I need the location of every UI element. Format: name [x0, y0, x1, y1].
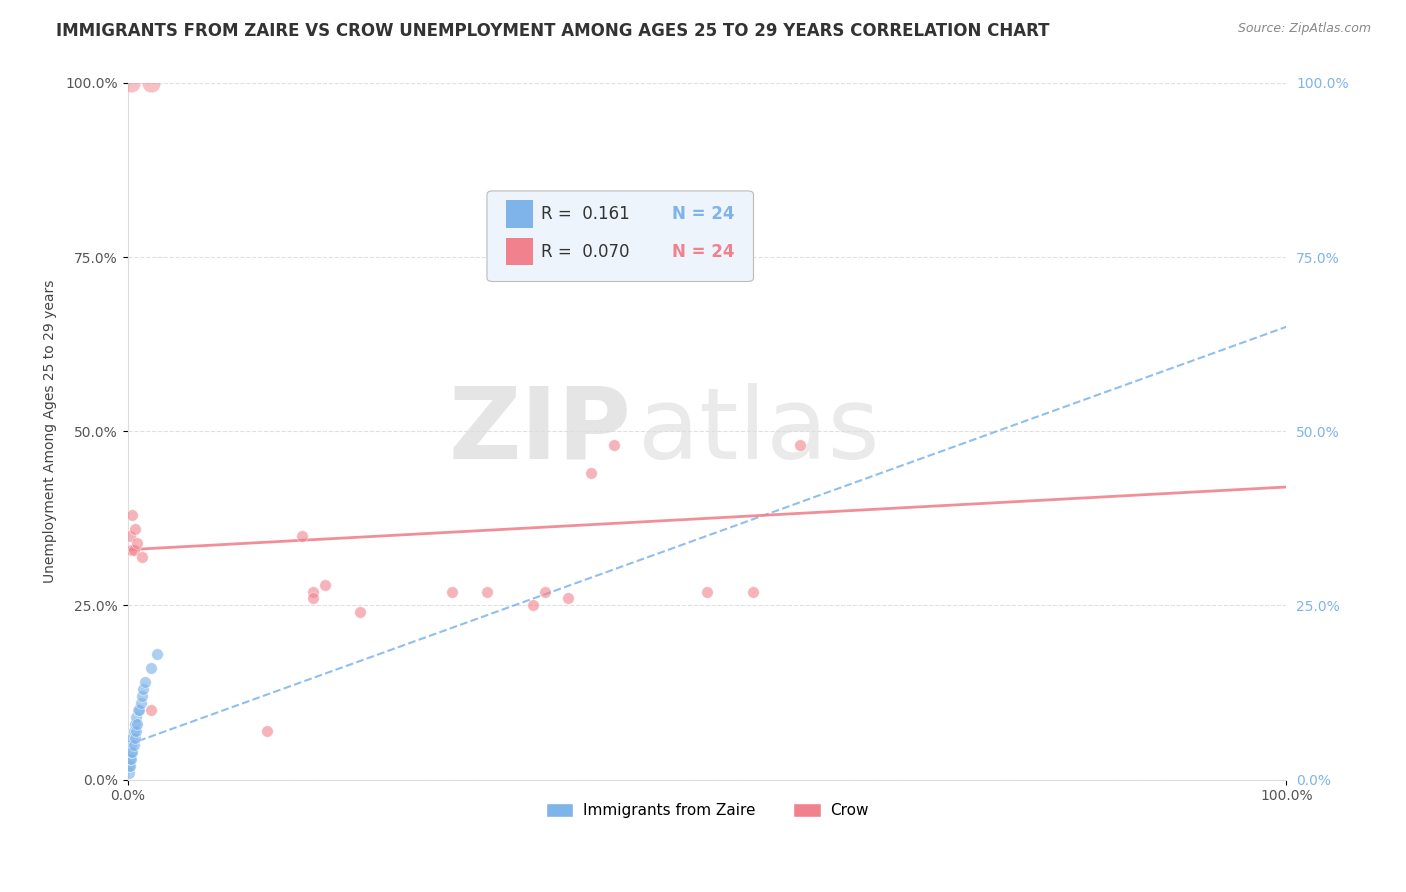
Point	[122, 723, 145, 738]
Point	[124, 717, 146, 731]
Point	[581, 466, 603, 480]
Point	[122, 542, 145, 557]
Text: atlas: atlas	[637, 383, 879, 480]
Point	[139, 703, 162, 717]
Legend: Immigrants from Zaire, Crow: Immigrants from Zaire, Crow	[540, 797, 875, 824]
Point	[131, 549, 153, 564]
Point	[120, 758, 142, 772]
Point	[129, 696, 152, 710]
Point	[302, 584, 325, 599]
Point	[124, 522, 146, 536]
Point	[120, 738, 142, 752]
FancyBboxPatch shape	[506, 237, 533, 266]
Point	[131, 689, 153, 703]
Point	[522, 599, 544, 613]
Point	[121, 508, 143, 522]
Point	[125, 723, 148, 738]
Point	[349, 606, 371, 620]
Point	[441, 584, 464, 599]
Point	[132, 681, 155, 696]
Point	[122, 738, 145, 752]
Text: R =  0.161: R = 0.161	[541, 205, 630, 223]
Point	[314, 577, 336, 591]
Point	[118, 758, 141, 772]
Point	[125, 710, 148, 724]
Point	[557, 591, 579, 606]
Point	[120, 529, 142, 543]
Y-axis label: Unemployment Among Ages 25 to 29 years: Unemployment Among Ages 25 to 29 years	[44, 279, 58, 583]
Point	[120, 752, 142, 766]
Text: IMMIGRANTS FROM ZAIRE VS CROW UNEMPLOYMENT AMONG AGES 25 TO 29 YEARS CORRELATION: IMMIGRANTS FROM ZAIRE VS CROW UNEMPLOYME…	[56, 22, 1050, 40]
Point	[124, 731, 146, 745]
Point	[125, 717, 148, 731]
Point	[120, 745, 142, 759]
Point	[121, 745, 143, 759]
Text: Source: ZipAtlas.com: Source: ZipAtlas.com	[1237, 22, 1371, 36]
Point	[120, 752, 142, 766]
Point	[742, 584, 765, 599]
Point	[475, 584, 498, 599]
Point	[120, 542, 142, 557]
FancyBboxPatch shape	[506, 200, 533, 227]
Text: ZIP: ZIP	[449, 383, 631, 480]
Point	[134, 675, 156, 690]
Point	[696, 584, 718, 599]
Text: R =  0.070: R = 0.070	[541, 243, 630, 260]
Point	[121, 731, 143, 745]
Point	[291, 529, 314, 543]
Point	[145, 647, 167, 661]
Point	[139, 76, 162, 90]
Point	[789, 438, 811, 452]
Point	[125, 535, 148, 549]
FancyBboxPatch shape	[486, 191, 754, 282]
Point	[118, 765, 141, 780]
Point	[256, 723, 278, 738]
Point	[120, 76, 142, 90]
Point	[534, 584, 557, 599]
Point	[128, 703, 150, 717]
Point	[127, 703, 149, 717]
Text: N = 24: N = 24	[672, 243, 735, 260]
Point	[603, 438, 626, 452]
Point	[302, 591, 325, 606]
Text: N = 24: N = 24	[672, 205, 735, 223]
Point	[139, 661, 162, 675]
